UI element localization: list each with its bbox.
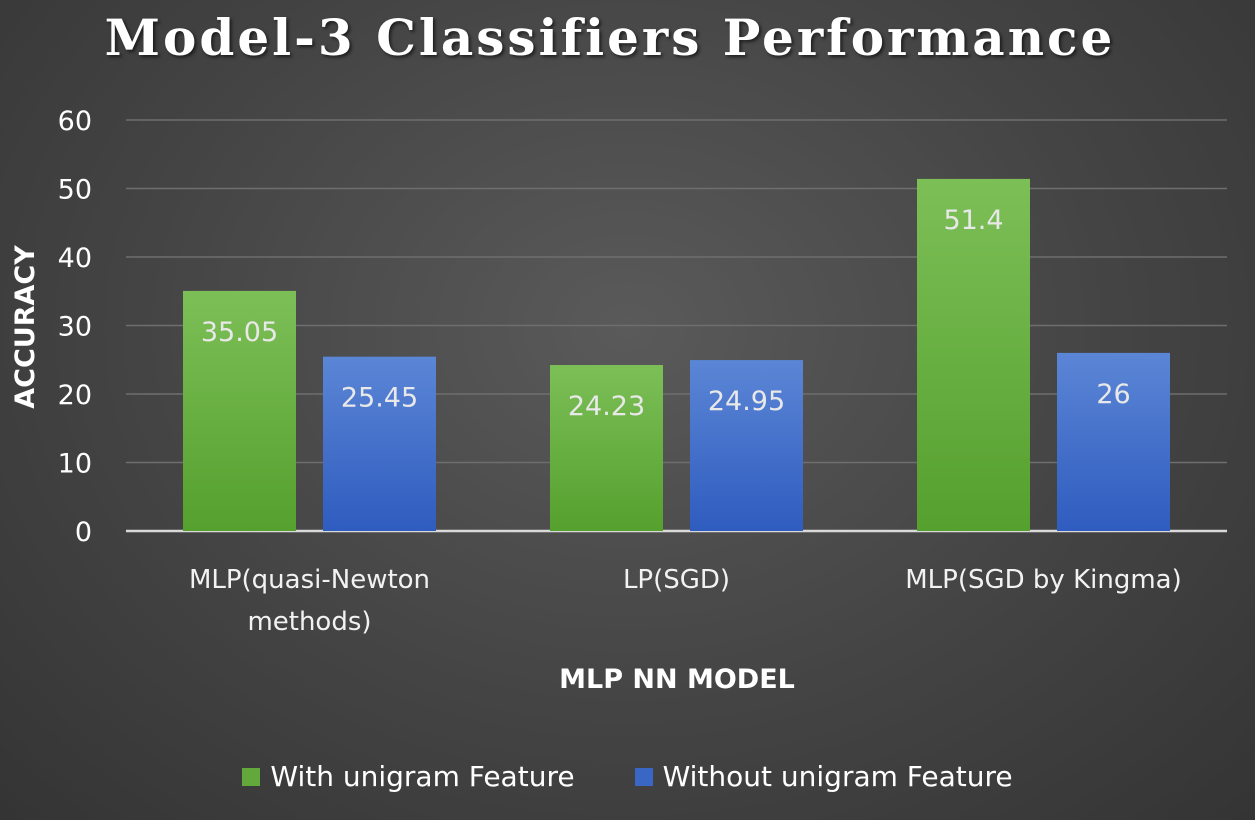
y-tick-label: 20 xyxy=(58,380,92,411)
data-label: 25.45 xyxy=(341,383,418,414)
legend-swatch-blue xyxy=(634,767,653,786)
bar-with-unigram xyxy=(550,365,663,531)
data-label: 35.05 xyxy=(201,317,278,348)
y-tick-label: 30 xyxy=(58,312,92,343)
data-label: 51.4 xyxy=(943,205,1003,236)
legend-item-without-unigram: Without unigram Feature xyxy=(634,760,1013,793)
data-label: 24.95 xyxy=(708,386,785,417)
chart-title: Model-3 Classifiers Performance xyxy=(104,8,1116,67)
bars xyxy=(183,178,1170,531)
y-axis-title: ACCURACY xyxy=(10,245,41,409)
x-category-label: methods) xyxy=(247,607,371,637)
bar-with-unigram xyxy=(917,178,1030,531)
y-tick-label: 40 xyxy=(58,243,92,274)
y-axis-ticks: 0 10 20 30 40 50 60 xyxy=(58,106,92,548)
y-tick-label: 0 xyxy=(75,517,92,548)
y-tick-label: 60 xyxy=(58,106,92,137)
legend-label: With unigram Feature xyxy=(270,760,575,793)
y-tick-label: 10 xyxy=(58,449,92,480)
legend-label: Without unigram Feature xyxy=(662,760,1013,793)
legend: With unigram Feature Without unigram Fea… xyxy=(0,760,1255,793)
x-category-label: LP(SGD) xyxy=(623,565,730,595)
data-labels: 35.05 25.45 24.23 24.95 51.4 26 xyxy=(201,205,1131,422)
data-label: 26 xyxy=(1096,379,1130,410)
bar-with-unigram xyxy=(183,290,296,531)
bar-without-unigram xyxy=(1057,352,1170,531)
bar-without-unigram xyxy=(323,356,436,531)
x-axis-categories: MLP(quasi-Newton methods) LP(SGD) MLP(SGD b… xyxy=(189,565,1182,637)
x-axis-title: MLP NN MODEL xyxy=(559,664,795,695)
bar-without-unigram xyxy=(690,360,803,531)
x-category-label: MLP(quasi-Newton xyxy=(189,565,430,595)
gridlines xyxy=(126,119,1227,533)
legend-swatch-green xyxy=(242,767,261,786)
legend-item-with-unigram: With unigram Feature xyxy=(242,760,575,793)
y-tick-label: 50 xyxy=(58,175,92,206)
data-label: 24.23 xyxy=(568,391,645,422)
x-category-label: MLP(SGD by Kingma) xyxy=(905,565,1182,595)
